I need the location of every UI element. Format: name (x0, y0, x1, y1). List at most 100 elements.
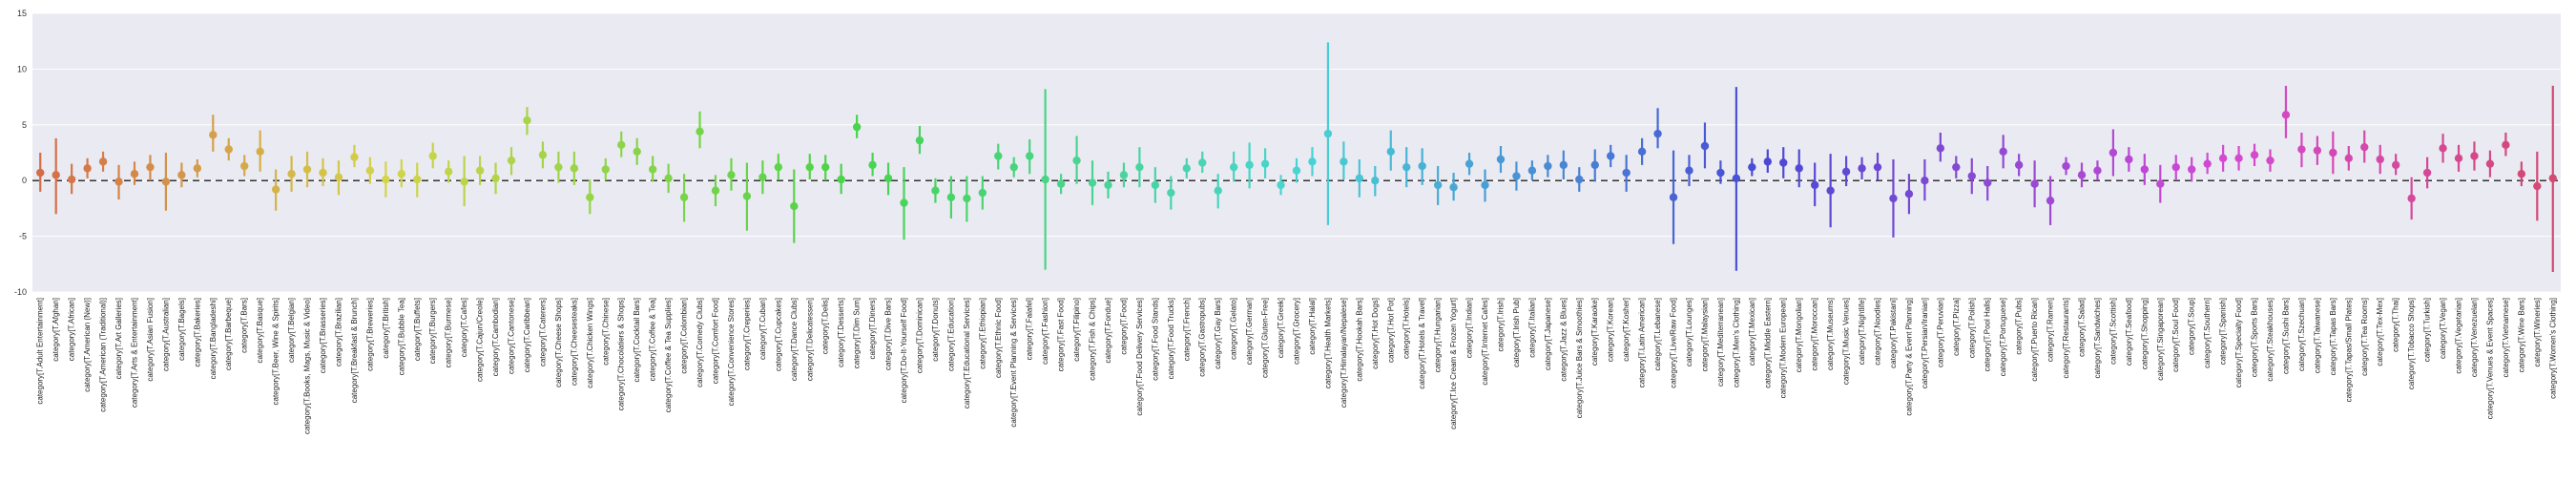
point-estimate (1952, 162, 1961, 172)
point-estimate (2313, 146, 2322, 155)
point-estimate (2281, 111, 2291, 119)
x-tick-label: category[T.Korean] (1607, 298, 1615, 362)
x-tick-label: category[T.American (New)] (83, 298, 92, 392)
point-estimate (1292, 166, 1301, 175)
point-estimate (2109, 148, 2118, 157)
x-tick-label: category[T.Dive Bars] (884, 298, 893, 370)
x-tick-label: category[T.Men's Clothing] (1732, 298, 1740, 387)
x-tick-label: category[T.Australian] (161, 298, 170, 371)
x-tick-label: category[T.Chinese] (601, 298, 610, 366)
x-tick-label: category[T.Persian/Iranian] (1921, 298, 1929, 388)
x-tick-label: category[T.Hotels] (1402, 298, 1411, 359)
point-estimate (1182, 164, 1191, 173)
point-estimate (2046, 197, 2055, 205)
point-estimate (444, 167, 453, 177)
x-tick-label: category[T.Women's Clothing] (2548, 298, 2557, 399)
x-tick-label: category[T.Ice Cream & Frozen Yogurt] (1449, 298, 1458, 429)
point-estimate (978, 188, 987, 198)
x-tick-label: category[T.Soup] (2188, 298, 2196, 355)
point-estimate (2439, 144, 2447, 153)
y-tick-label: -10 (14, 287, 27, 297)
x-tick-label: category[T.Vegan] (2439, 298, 2447, 359)
point-estimate (1481, 180, 1489, 190)
point-estimate (193, 164, 202, 173)
point-estimate (460, 178, 468, 186)
x-tick-label: category[T.Mongolian] (1795, 298, 1803, 372)
y-tick-label: 0 (22, 176, 27, 185)
point-estimate (696, 127, 704, 136)
x-tick-label: category[T.Food] (1119, 298, 1128, 355)
x-tick-label: category[T.Nightlife] (1858, 298, 1866, 365)
x-tick-label: category[T.Filipino] (1072, 298, 1081, 362)
point-estimate (837, 175, 845, 184)
x-tick-label: category[T.Educational Services] (963, 298, 971, 408)
x-tick-label: category[T.Himalayan/Nepalese] (1340, 298, 1348, 408)
plot-area-background (32, 13, 2561, 292)
point-estimate (1323, 129, 1333, 138)
point-estimate (852, 122, 862, 132)
x-tick-label: category[T.Caribbean] (523, 298, 531, 372)
x-tick-label: category[T.German] (1245, 298, 1254, 365)
point-estimate (1795, 164, 1803, 173)
point-estimate (2533, 181, 2542, 191)
x-tick-label: category[T.Books, Mags, Music & Video] (303, 298, 312, 434)
point-estimate (1763, 157, 1772, 166)
x-tick-label: category[T.Burgers] (428, 298, 437, 364)
point-estimate (2360, 142, 2369, 152)
point-estimate (2329, 148, 2337, 157)
x-tick-label: category[T.Tex-Mex] (2376, 298, 2384, 366)
x-tick-label: category[T.Venues & Event Spaces] (2485, 298, 2494, 419)
x-tick-label: category[T.Halal] (1308, 298, 1317, 355)
x-tick-label: category[T.Dominican] (915, 298, 924, 373)
point-estimate (2266, 156, 2275, 165)
point-estimate (1590, 160, 1599, 170)
point-estimate (1009, 162, 1018, 172)
point-estimate (1984, 178, 1992, 187)
x-tick-label: category[T.Szechuan] (2297, 298, 2306, 371)
x-tick-label: category[T.Salad] (2077, 298, 2086, 357)
x-tick-label: category[T.Education] (946, 298, 955, 371)
x-tick-label: category[T.Juice Bars & Smoothies] (1575, 298, 1584, 418)
point-estimate (83, 164, 92, 173)
point-estimate (1260, 159, 1270, 168)
point-estimate (774, 162, 783, 172)
point-estimate (1685, 166, 1693, 175)
x-tick-label: category[T.Creperies] (742, 298, 751, 370)
point-estimate (1889, 194, 1898, 203)
x-tick-label: category[T.Delis] (821, 298, 830, 354)
x-tick-label: category[T.Food Trucks] (1167, 298, 1175, 379)
point-estimate (805, 162, 814, 172)
x-tick-label: category[T.Chocolatiers & Shops] (617, 298, 626, 410)
x-tick-label: category[T.Cocktail Bars] (633, 298, 641, 382)
point-estimate (428, 152, 437, 160)
point-estimate (1559, 160, 1568, 170)
point-estimate (1779, 158, 1788, 167)
point-estimate (2093, 166, 2102, 175)
x-tick-label: category[T.Steakhouses] (2266, 298, 2275, 382)
x-tick-label: category[T.Delicatessen] (805, 298, 814, 381)
x-tick-label: category[T.Latin American] (1638, 298, 1647, 387)
point-estimate (1527, 166, 1537, 175)
x-tick-label: category[T.Thai] (2392, 298, 2400, 352)
x-tick-label: category[T.Middle Eastern] (1763, 298, 1772, 388)
x-tick-label: category[T.Gay Bars] (1214, 298, 1222, 369)
x-tick-label: category[T.Health Markets] (1323, 298, 1332, 388)
point-estimate (1198, 158, 1207, 167)
point-estimate (2156, 179, 2165, 188)
x-tick-label: category[T.Hot Dogs] (1371, 298, 1380, 369)
x-tick-label: category[T.Fast Food] (1057, 298, 1066, 371)
x-tick-label: category[T.Caterers] (538, 298, 547, 366)
point-estimate (1732, 174, 1741, 183)
point-estimate (1575, 175, 1584, 184)
point-estimate (146, 162, 155, 172)
point-estimate (302, 165, 312, 174)
point-estimate (2422, 168, 2432, 178)
x-tick-label: category[T.Sandwiches] (2093, 298, 2102, 379)
x-tick-label: category[T.Pizza] (1952, 298, 1961, 356)
y-tick-label: 10 (17, 64, 27, 73)
point-estimate (1402, 162, 1411, 172)
x-tick-label: category[T.Karaoke] (1590, 298, 1599, 366)
point-estimate (1748, 162, 1756, 172)
x-tick-label: category[T.Gluten-Free] (1261, 298, 1270, 378)
